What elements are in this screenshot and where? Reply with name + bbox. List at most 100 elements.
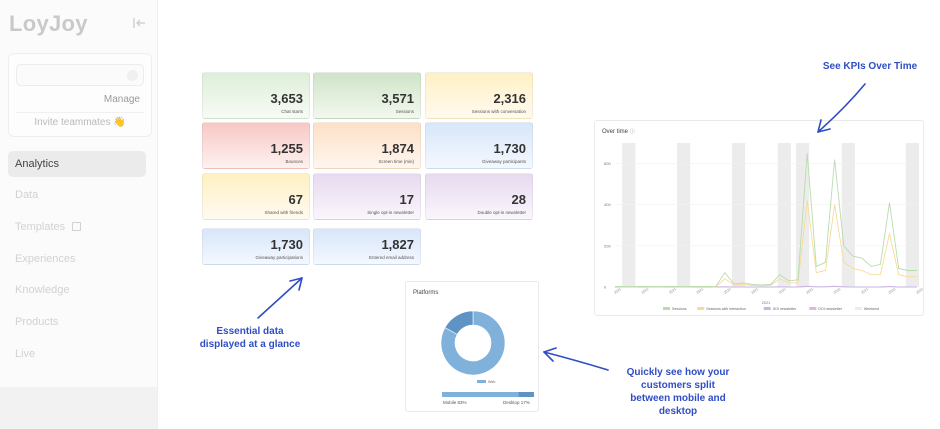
- share-bar-segment: [518, 392, 534, 397]
- kpi-entered-email: 1,827 Entered email address: [313, 228, 421, 265]
- x-tick-label: 2021: [641, 287, 650, 295]
- manage-link[interactable]: Manage: [103, 94, 140, 105]
- sidebar-item-label: Live: [15, 348, 36, 360]
- legend-swatch: [477, 380, 486, 383]
- sidebar-item-products[interactable]: Products: [8, 309, 146, 335]
- sidebar-item-templates[interactable]: Templates: [8, 214, 146, 240]
- chart-title-text: Over time: [602, 129, 629, 135]
- app-logo: LoyJoy: [9, 11, 88, 36]
- sidebar-item-label: Knowledge: [15, 284, 70, 296]
- arrow-icon: [289, 277, 303, 291]
- x-axis-label: 2021: [762, 301, 770, 305]
- kpi-label: Giveaway participations: [255, 255, 303, 260]
- donut-slice: [440, 310, 506, 376]
- kpi-value: 1,827: [381, 237, 414, 252]
- legend-label: SOI newsletter: [773, 307, 797, 311]
- kpi-sessions-with-conversation: 2,316 Sessions with conversation: [425, 72, 533, 119]
- arrow-icon: [543, 347, 557, 362]
- kpi-value: 3,653: [270, 91, 303, 106]
- legend-swatch: [663, 307, 670, 310]
- kpi-value: 1,255: [270, 141, 303, 156]
- chevron-down-icon: [127, 70, 138, 81]
- annotation-essential-data: Essential data displayed at a glance: [180, 325, 320, 351]
- legend-swatch: [854, 307, 862, 310]
- x-tick-label: 2021: [723, 287, 732, 295]
- kpi-label: Sessions with conversation: [471, 109, 526, 114]
- sidebar-footer: [0, 387, 157, 429]
- kpi-value: 17: [399, 192, 414, 207]
- kpi-sessions: 3,571 Sessions: [313, 72, 421, 119]
- x-tick-label: 2021: [888, 287, 897, 295]
- sidebar-item-label: Experiences: [15, 253, 76, 265]
- share-bar-segment: [442, 392, 519, 397]
- kpi-value: 1,874: [381, 141, 414, 156]
- annotation-line: Essential data: [216, 326, 284, 337]
- platforms-donut-chart: Web: [440, 310, 534, 397]
- legend-swatch: [763, 307, 771, 310]
- annotation-line: customers split: [641, 380, 715, 391]
- x-tick-label: 2021: [915, 287, 924, 295]
- x-tick-label: 2021: [613, 287, 622, 295]
- workspace-card: Manage: [8, 53, 152, 137]
- desktop-share-label: Desktop 17%: [503, 400, 530, 405]
- legend-swatch: [809, 307, 817, 310]
- kpi-value: 3,571: [381, 91, 414, 106]
- sidebar-item-label: Data: [15, 189, 39, 201]
- x-tick-label: 2021: [668, 287, 677, 295]
- kpi-shared-with-friends: 67 Shared with friends: [202, 173, 310, 220]
- y-tick-label: 400: [604, 202, 611, 207]
- x-tick-label: 2021: [696, 287, 705, 295]
- annotation-kpis-over-time: See KPIs Over Time: [822, 61, 918, 72]
- chart-title: Over time ⓘ: [602, 128, 635, 135]
- kpi-value: 67: [288, 192, 303, 207]
- sidebar-item-live[interactable]: Live: [8, 341, 146, 367]
- kpi-label: Sessions: [395, 109, 414, 114]
- legend-label: DOI newsletter: [818, 307, 843, 311]
- arrow-icon: [257, 277, 303, 319]
- x-tick-label: 2021: [805, 287, 814, 295]
- invite-teammates-link[interactable]: Invite teammates 👋: [34, 117, 126, 128]
- info-icon: ⓘ: [629, 129, 635, 135]
- sidebar-item-experiences[interactable]: Experiences: [8, 246, 146, 272]
- kpi-giveaway-participants: 1,730 Giveaway participants: [425, 122, 533, 169]
- annotation-platforms: Quickly see how your customers split bet…: [598, 366, 758, 418]
- y-tick-label: 200: [604, 243, 611, 248]
- kpi-label: Shared with friends: [264, 210, 303, 215]
- sidebar-item-label: Templates: [15, 221, 66, 233]
- weekend-band: [905, 143, 919, 287]
- weekend-band: [622, 143, 636, 287]
- series-line: [614, 200, 917, 288]
- kpi-giveaway-participations: 1,730 Giveaway participations: [202, 228, 310, 265]
- kpi-single-opt-in: 17 Single opt-in newsletter: [313, 173, 421, 220]
- kpi-double-opt-in: 28 Double opt-in newsletter: [425, 173, 533, 220]
- x-tick-label: 2021: [860, 287, 869, 295]
- kpi-chat-starts: 3,653 Chat starts: [202, 72, 310, 119]
- sidebar-item-data[interactable]: Data: [8, 182, 146, 208]
- sidebar-item-knowledge[interactable]: Knowledge: [8, 277, 146, 303]
- workspace-select[interactable]: [16, 64, 144, 86]
- annotation-line: displayed at a glance: [199, 339, 301, 350]
- legend-label: Weekend: [864, 307, 879, 311]
- kpi-value: 1,730: [493, 141, 526, 156]
- kpi-label: Screen time (min): [378, 159, 414, 164]
- weekend-band: [841, 143, 855, 287]
- over-time-card: Over time ⓘ 0 200 400 600 2021 2021 2021 2021 20…: [594, 120, 924, 316]
- sidebar-item-analytics[interactable]: Analytics: [8, 151, 146, 177]
- y-tick-label: 600: [604, 161, 611, 166]
- legend-swatch: [697, 307, 705, 310]
- divider: [16, 112, 144, 113]
- sidebar-item-label: Products: [15, 316, 59, 328]
- legend-label: Web: [488, 380, 495, 384]
- collapse-sidebar-icon[interactable]: [131, 15, 147, 31]
- annotation-line: between mobile and: [630, 393, 726, 404]
- over-time-chart: 0 200 400 600 2021 2021 2021 2021 2021 2021 2021 20…: [604, 143, 924, 311]
- kpi-label: Chat starts: [281, 109, 303, 114]
- series-line: [614, 153, 917, 288]
- kpi-value: 28: [511, 192, 526, 207]
- kpi-value: 1,730: [270, 237, 303, 252]
- weekend-band: [731, 143, 746, 287]
- sidebar-item-label: Analytics: [15, 158, 60, 170]
- annotation-line: desktop: [658, 406, 698, 417]
- weekend-band: [677, 143, 691, 287]
- kpi-value: 2,316: [493, 91, 526, 106]
